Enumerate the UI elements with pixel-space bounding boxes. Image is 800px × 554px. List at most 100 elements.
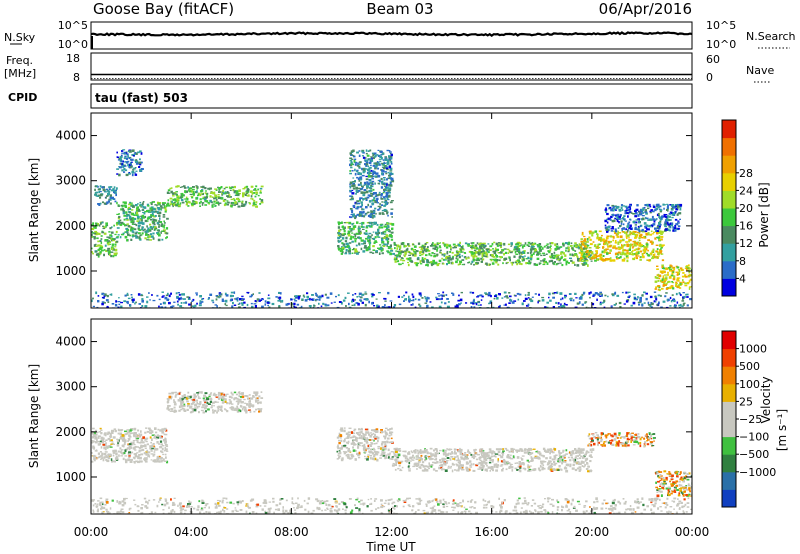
power-data-point [639, 242, 642, 245]
power-data-point [449, 258, 453, 261]
velocity-data-point [105, 439, 108, 441]
power-data-point [138, 236, 141, 239]
power-data-point [581, 303, 584, 306]
power-data-point [127, 233, 130, 236]
power-data-point [637, 214, 640, 217]
power-data-point [521, 246, 524, 249]
power-data-point [199, 300, 202, 303]
power-data-point [366, 171, 369, 175]
power-data-point [371, 216, 374, 219]
power-data-point [415, 263, 418, 267]
power-data-point [251, 305, 254, 308]
power-data-point [136, 209, 138, 212]
power-data-point [366, 187, 368, 190]
power-data-point [208, 297, 210, 299]
power-data-point [239, 298, 242, 301]
power-data-point [235, 297, 239, 301]
power-data-point [367, 246, 371, 249]
power-data-point [348, 302, 350, 306]
power-data-point [375, 231, 378, 235]
power-data-point [527, 297, 530, 299]
power-data-point [478, 249, 481, 252]
power-data-point [135, 211, 139, 215]
power-data-point [470, 242, 473, 244]
power-data-point [523, 300, 526, 302]
power-colorbar-swatch [722, 278, 736, 297]
power-data-point [423, 248, 426, 252]
power-data-point [139, 150, 142, 153]
power-data-point [621, 209, 624, 211]
power-data-point [679, 281, 682, 284]
power-data-point [587, 264, 589, 267]
power-data-point [626, 212, 629, 215]
power-data-point [473, 264, 476, 266]
velocity-data-point [191, 407, 195, 411]
power-data-point [200, 186, 204, 188]
velocity-data-point [195, 399, 198, 402]
power-data-point [364, 183, 367, 185]
power-data-point [643, 302, 646, 304]
power-data-point [209, 195, 212, 198]
power-data-point [101, 231, 105, 234]
power-data-point [457, 263, 460, 266]
power-data-point [388, 235, 392, 237]
power-data-point [595, 251, 598, 254]
power-data-point [542, 252, 545, 255]
freq-left-label-1: Freq. [6, 54, 33, 67]
power-data-point [341, 242, 344, 245]
velocity-data-point [374, 429, 377, 432]
power-data-point [580, 254, 583, 257]
power-data-point [235, 197, 239, 200]
power-data-point [140, 228, 144, 231]
power-data-point [350, 153, 353, 156]
power-data-point [626, 249, 629, 252]
power-data-point [656, 268, 659, 270]
power-data-point [622, 227, 626, 230]
power-data-point [621, 251, 625, 254]
power-data-point [412, 299, 415, 302]
velocity-data-point [105, 442, 107, 444]
power-data-point [628, 291, 631, 293]
power-data-point [508, 250, 511, 253]
power-data-point [493, 241, 496, 244]
power-data-point [437, 242, 441, 245]
velocity-data-point [175, 410, 178, 413]
power-data-point [392, 252, 395, 255]
power-data-point [377, 229, 380, 231]
velocity-data-point [376, 453, 379, 456]
power-data-point [243, 301, 246, 304]
power-data-point [439, 251, 441, 253]
power-data-point [377, 179, 380, 182]
velocity-data-point [186, 400, 189, 403]
power-data-point [253, 204, 257, 206]
power-data-point [613, 230, 615, 233]
power-data-point [390, 178, 394, 181]
power-data-point [664, 219, 668, 222]
power-data-point [606, 252, 609, 255]
power-data-point [349, 181, 353, 185]
power-data-point [164, 210, 167, 213]
velocity-data-point [153, 435, 157, 438]
velocity-data-point [194, 403, 197, 407]
velocity-data-point [182, 405, 186, 408]
power-data-point [105, 225, 107, 228]
power-data-point [132, 222, 135, 224]
velocity-data-point [99, 455, 103, 457]
power-data-point [599, 291, 602, 293]
power-data-point [317, 296, 320, 298]
power-data-point [480, 250, 483, 254]
power-data-point [117, 234, 120, 236]
power-data-point [651, 233, 655, 235]
power-data-point [508, 256, 510, 259]
power-data-point [172, 199, 175, 201]
power-data-point [223, 203, 226, 207]
power-data-point [494, 247, 497, 251]
power-data-point [105, 196, 107, 199]
power-data-point [352, 300, 355, 302]
power-data-point [118, 221, 121, 224]
power-data-point [412, 243, 415, 245]
power-data-point [352, 149, 355, 152]
velocity-data-point [171, 391, 174, 395]
power-data-point [218, 203, 220, 206]
velocity-data-point [180, 404, 184, 407]
